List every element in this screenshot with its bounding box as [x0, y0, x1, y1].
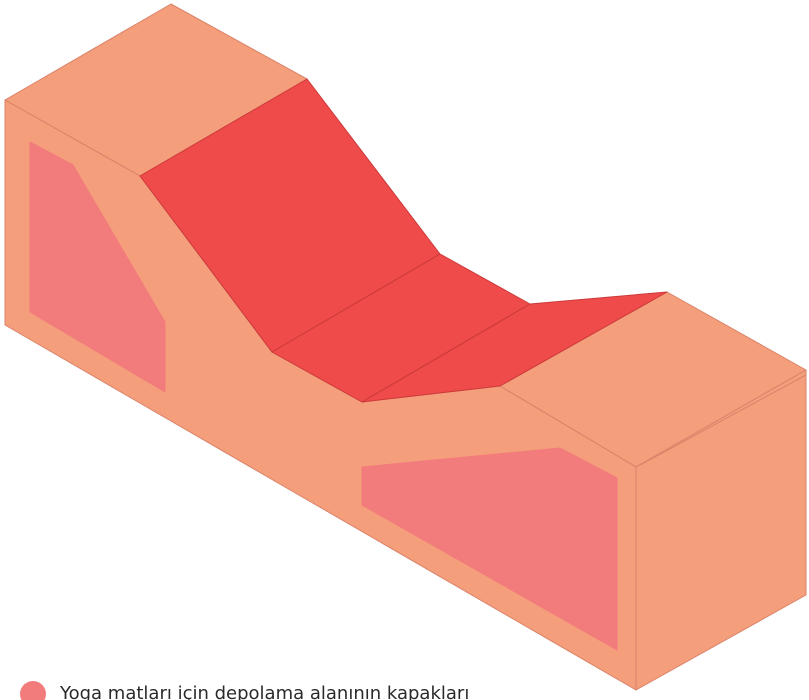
right-block-seam	[639, 374, 807, 466]
storage-lid-left	[29, 141, 166, 393]
legend-swatch	[20, 681, 46, 700]
channel-right-slope	[361, 291, 668, 403]
legend: Yoga matları için depolama alanının kapa…	[20, 681, 469, 700]
storage-lid-right	[361, 447, 618, 651]
legend-label: Yoga matları için depolama alanının kapa…	[60, 683, 470, 700]
